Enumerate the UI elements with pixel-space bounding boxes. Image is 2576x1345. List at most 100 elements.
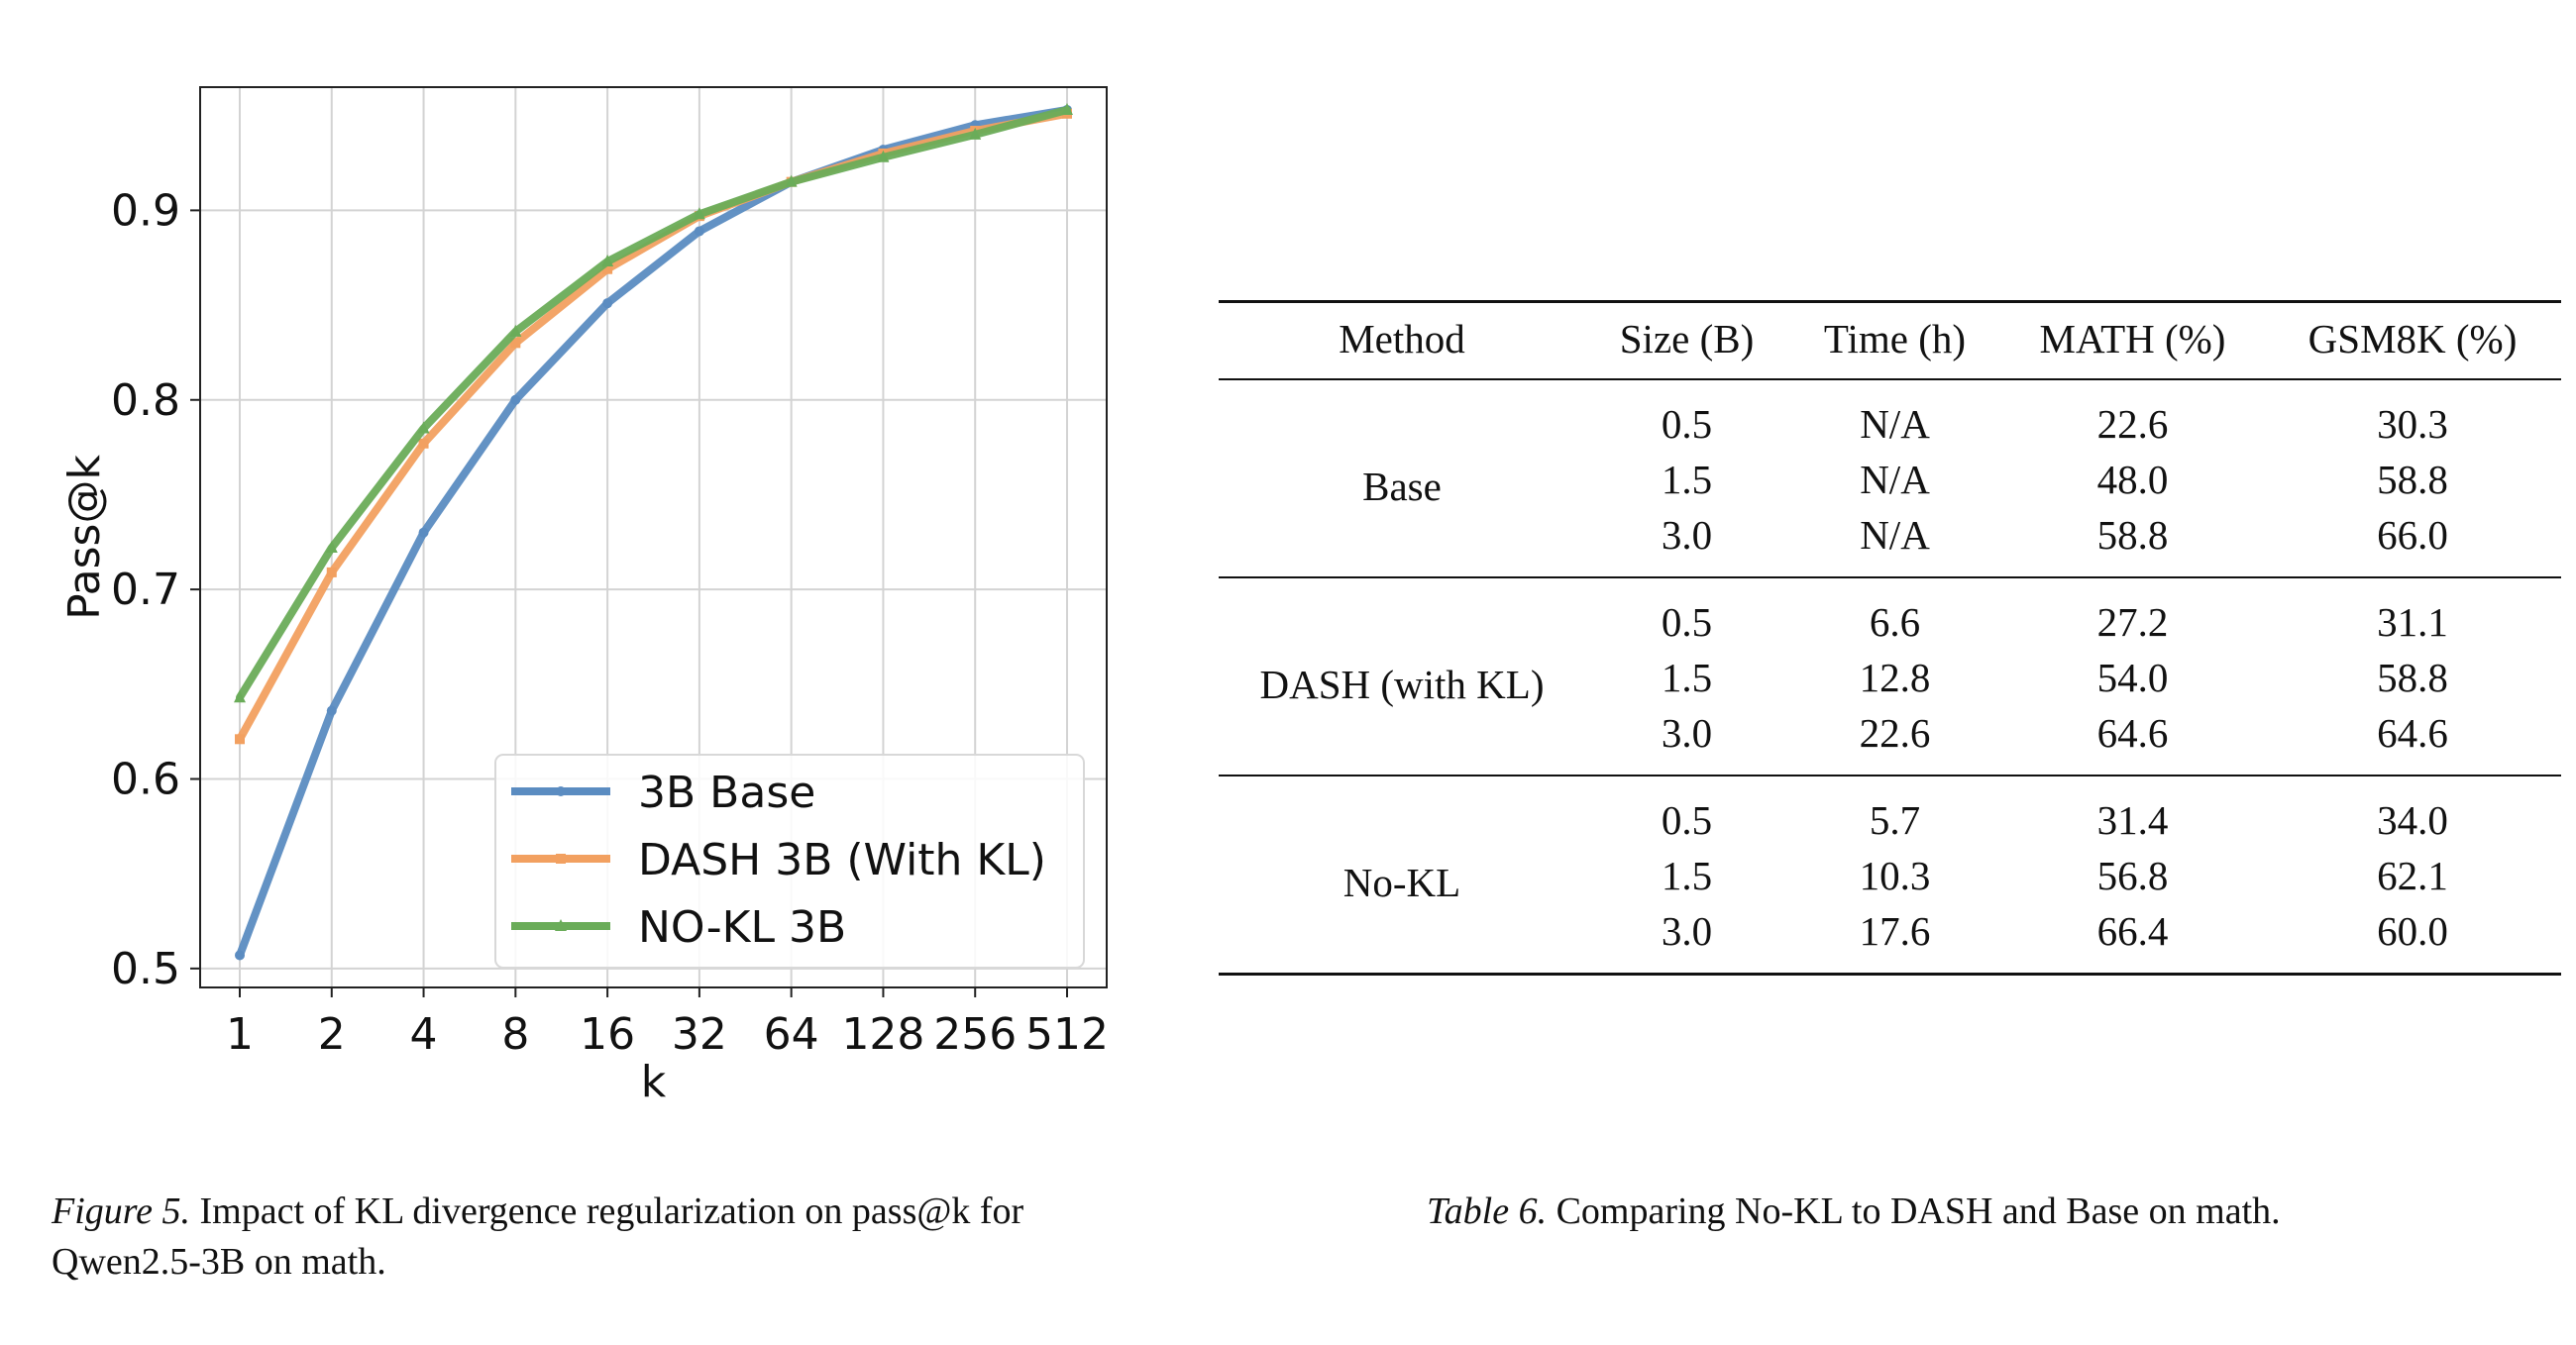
group-no-kl: No-KL 0.5 5.7 31.4 34.0 1.5 10.3 56.8 62… <box>1219 776 2561 975</box>
method-cell: No-KL <box>1342 860 1461 905</box>
time-cell: N/A <box>1860 401 1930 447</box>
legend-label: 3B Base <box>638 768 815 818</box>
results-table: Method Size (B) Time (h) MATH (%) GSM8K … <box>1219 300 2561 976</box>
table-caption: Table 6. Comparing No-KL to DASH and Bas… <box>1427 1187 2517 1237</box>
table-caption-label: Table 6. <box>1427 1190 1548 1232</box>
header-math: MATH (%) <box>2039 316 2226 362</box>
data-point <box>326 567 337 577</box>
math-cell: 54.0 <box>2096 655 2169 700</box>
legend-label: NO-KL 3B <box>638 902 846 953</box>
gsm8k-cell: 64.6 <box>2377 710 2448 756</box>
x-tick-label: 32 <box>672 1009 727 1060</box>
table-row: 3.0 17.6 66.4 60.0 <box>1219 903 2561 975</box>
time-cell: 12.8 <box>1859 655 1931 700</box>
results-table-container: Method Size (B) Time (h) MATH (%) GSM8K … <box>1219 300 2561 976</box>
time-cell: 6.6 <box>1869 599 1921 645</box>
table-row: 3.0 N/A 58.8 66.0 <box>1219 507 2561 577</box>
data-point <box>418 527 429 538</box>
header-size: Size (B) <box>1619 316 1755 362</box>
math-cell: 58.8 <box>2096 512 2169 558</box>
data-point <box>509 324 522 337</box>
size-cell: 0.5 <box>1661 401 1713 447</box>
math-cell: 66.4 <box>2096 908 2169 954</box>
x-tick-label: 1 <box>226 1009 254 1060</box>
x-tick-label: 64 <box>764 1009 819 1060</box>
pass-at-k-chart: 1 2 4 8 16 32 64 128 256 512 0.5 0.6 0.7 0.8 0.9 k Pass@… <box>59 86 1109 1107</box>
gsm8k-cell: 62.1 <box>2377 853 2448 898</box>
size-cell: 3.0 <box>1661 512 1713 558</box>
header-gsm8k: GSM8K (%) <box>2308 316 2518 362</box>
gsm8k-cell: 34.0 <box>2377 797 2448 843</box>
header-time: Time (h) <box>1823 316 1967 362</box>
data-point <box>693 207 705 220</box>
size-cell: 0.5 <box>1661 797 1713 843</box>
data-point <box>694 226 704 237</box>
data-point <box>325 541 338 554</box>
y-tick-label: 0.7 <box>111 565 180 615</box>
legend-marker <box>556 854 566 864</box>
data-point <box>1061 102 1073 115</box>
series-line-2 <box>236 105 1071 702</box>
figure-caption-label: Figure 5. <box>52 1190 191 1232</box>
gsm8k-cell: 58.8 <box>2377 457 2448 502</box>
time-cell: N/A <box>1860 512 1930 558</box>
legend-box <box>494 754 1085 969</box>
table-row: 1.5 12.8 54.0 58.8 <box>1219 650 2561 705</box>
header-method: Method <box>1339 316 1465 362</box>
time-cell: 10.3 <box>1859 853 1931 898</box>
math-cell: 31.4 <box>2096 797 2169 843</box>
data-point <box>510 338 521 349</box>
y-tick-label: 0.5 <box>111 944 180 994</box>
table-row: No-KL 0.5 5.7 31.4 34.0 <box>1219 776 2561 905</box>
data-point <box>510 394 521 405</box>
time-cell: 5.7 <box>1869 797 1921 843</box>
x-tick-label: 512 <box>1025 1009 1109 1060</box>
time-cell: 22.6 <box>1859 710 1931 756</box>
legend-marker <box>555 919 567 931</box>
x-tick-label: 2 <box>318 1009 346 1060</box>
y-tick-label: 0.6 <box>111 754 180 804</box>
data-point <box>602 263 613 274</box>
data-point <box>234 690 246 703</box>
data-point <box>235 734 245 745</box>
gsm8k-cell: 30.3 <box>2377 401 2448 447</box>
math-cell: 27.2 <box>2096 599 2169 645</box>
size-cell: 1.5 <box>1661 457 1713 502</box>
data-point <box>969 127 982 140</box>
legend-label: DASH 3B (With KL) <box>638 835 1046 885</box>
data-point <box>877 150 890 162</box>
size-cell: 1.5 <box>1661 853 1713 898</box>
x-axis-label: k <box>641 1057 667 1107</box>
x-tick-label: 4 <box>410 1009 438 1060</box>
method-cell: DASH (with KL) <box>1259 662 1545 707</box>
size-cell: 0.5 <box>1661 599 1713 645</box>
data-point <box>785 174 798 187</box>
x-tick-label: 128 <box>841 1009 924 1060</box>
table-row: 1.5 N/A 48.0 58.8 <box>1219 452 2561 507</box>
x-tick-label: 256 <box>933 1009 1017 1060</box>
table-row: Base 0.5 N/A 22.6 30.3 <box>1219 379 2561 509</box>
legend-marker <box>556 786 566 796</box>
data-point <box>602 298 613 309</box>
gsm8k-cell: 66.0 <box>2377 512 2448 558</box>
table-row: 1.5 10.3 56.8 62.1 <box>1219 848 2561 903</box>
series-line-0 <box>236 105 1071 960</box>
method-cell: Base <box>1362 464 1442 509</box>
gsm8k-cell: 58.8 <box>2377 655 2448 700</box>
table-row: 3.0 22.6 64.6 64.6 <box>1219 705 2561 776</box>
time-cell: 17.6 <box>1859 908 1931 954</box>
math-cell: 56.8 <box>2096 853 2169 898</box>
size-cell: 3.0 <box>1661 908 1713 954</box>
y-tick-label: 0.8 <box>111 375 180 426</box>
group-dash: DASH (with KL) 0.5 6.6 27.2 31.1 1.5 12.… <box>1219 577 2561 776</box>
group-base: Base 0.5 N/A 22.6 30.3 1.5 N/A 48.0 58.8… <box>1219 379 2561 577</box>
figure-caption-text: Impact of KL divergence regularization o… <box>52 1190 1024 1284</box>
gsm8k-cell: 31.1 <box>2377 599 2448 645</box>
data-point <box>326 705 337 716</box>
figure-caption: Figure 5. Impact of KL divergence regula… <box>52 1187 1171 1289</box>
data-point <box>601 255 614 267</box>
size-cell: 3.0 <box>1661 710 1713 756</box>
plot-frame <box>199 86 1108 988</box>
math-cell: 48.0 <box>2096 457 2169 502</box>
x-tick-label: 8 <box>501 1009 529 1060</box>
